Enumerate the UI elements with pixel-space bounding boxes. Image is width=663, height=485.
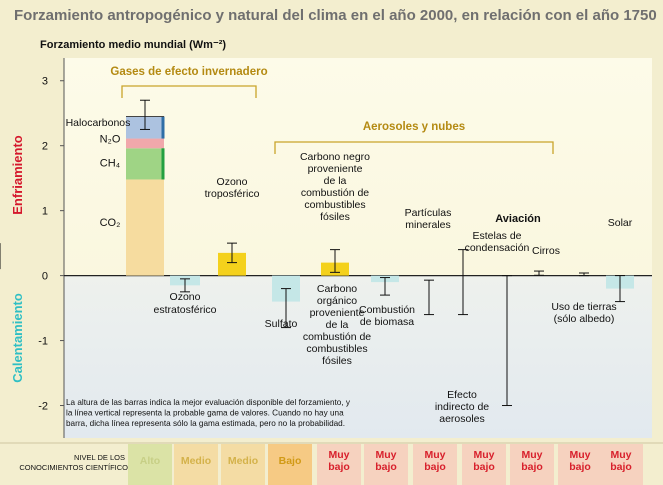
confidence-level: bajo (424, 461, 446, 473)
bar-label: Efecto (447, 389, 477, 401)
bar-label: (sólo albedo) (554, 313, 615, 325)
confidence-cell (221, 444, 265, 485)
stacked-segment-ch4 (126, 148, 164, 180)
label-halocarbons: Halocarbonos (66, 117, 131, 129)
bar-label: Estelas de (472, 230, 521, 242)
y-tick-label: 3 (42, 76, 48, 88)
bar-label: Combustión (359, 304, 415, 316)
label-co2: CO₂ (100, 217, 121, 229)
confidence-title: NIVEL DE LOS (74, 453, 125, 462)
y-tick-label: -1 (38, 336, 48, 348)
confidence-cell (462, 444, 506, 485)
confidence-cell (317, 444, 361, 485)
bar-label: proveniente (308, 163, 363, 175)
bar-label: combustibles (306, 343, 367, 355)
bar-label: proveniente (310, 307, 365, 319)
bar-label: Ozono (170, 291, 201, 303)
plot-area-negative (64, 275, 652, 438)
stacked-segment-n2o (126, 138, 164, 149)
bar-label: combustión de (303, 331, 371, 343)
y-tick-label: -2 (38, 401, 48, 413)
confidence-cell (268, 444, 312, 485)
confidence-level: Muy (611, 449, 632, 461)
bar-label: troposférico (205, 188, 260, 200)
bar-label: fósiles (322, 355, 352, 367)
y-tick-label: 0 (42, 271, 48, 283)
bar-label: Sulfato (265, 318, 298, 330)
confidence-cell (413, 444, 457, 485)
group-bracket (274, 141, 554, 154)
note-text: La altura de las barras indica la mejor … (66, 398, 351, 407)
confidence-cell (174, 444, 218, 485)
confidence-cell (128, 444, 172, 485)
bar-label: combustibles (304, 199, 365, 211)
bar-label: Cirros (532, 245, 560, 257)
bar-label: Carbono (317, 283, 357, 295)
bar-label: estratosférico (153, 304, 216, 316)
warming-label: Calentamiento (10, 293, 25, 383)
bar-label: Solar (608, 217, 633, 229)
confidence-title: CONOCIMIENTOS CIENTÍFICOS (19, 463, 133, 472)
group-label: Gases de efecto invernadero (110, 66, 267, 78)
bar-yellow (218, 252, 246, 276)
bar-label: Carbono negro (300, 151, 370, 163)
bar-label: orgánico (317, 295, 357, 307)
note-text: barra, dicha línea representa sólo la ga… (66, 419, 345, 428)
label-n2o: N₂O (100, 133, 121, 145)
confidence-level: Muy (329, 449, 350, 461)
bar-label: fósiles (320, 211, 350, 223)
page-title: Forzamiento antropogénico y natural del … (14, 7, 657, 24)
confidence-level: bajo (521, 461, 543, 473)
bar-label: Ozono (217, 176, 248, 188)
bar-label: minerales (405, 219, 451, 231)
confidence-cell (599, 444, 643, 485)
cooling-label: Enfriamiento (10, 135, 25, 215)
confidence-level: Muy (522, 449, 543, 461)
confidence-level: Muy (376, 449, 397, 461)
stacked-segment-co2 (126, 179, 164, 276)
aviation-label: Aviación (495, 213, 541, 225)
confidence-level: Muy (425, 449, 446, 461)
bar-label: Uso de tierras (551, 301, 616, 313)
confidence-cell (364, 444, 408, 485)
confidence-level: bajo (328, 461, 350, 473)
confidence-level: Bajo (279, 455, 302, 467)
confidence-level: bajo (473, 461, 495, 473)
confidence-level: bajo (375, 461, 397, 473)
group-label: Aerosoles y nubes (363, 121, 465, 133)
bar-label: aerosoles (439, 413, 485, 425)
confidence-level: bajo (569, 461, 591, 473)
bar-label: Partículas (405, 207, 452, 219)
y-tick-label: 2 (42, 141, 48, 153)
bar-label: de la (326, 319, 349, 331)
bar-label: combustión de (301, 187, 369, 199)
bar-label: de la (324, 175, 347, 187)
confidence-cell (558, 444, 602, 485)
bar-label: indirecto de (435, 401, 489, 413)
note-text: la línea vertical representa la probable… (66, 409, 344, 418)
confidence-level: bajo (610, 461, 632, 473)
confidence-level: Muy (570, 449, 591, 461)
confidence-level: Muy (474, 449, 495, 461)
bar-label: condensación (465, 242, 530, 254)
confidence-cell (510, 444, 554, 485)
confidence-level: Medio (181, 455, 211, 467)
confidence-level: Alto (140, 455, 160, 467)
label-ch4: CH₄ (100, 157, 121, 169)
confidence-level: Medio (228, 455, 258, 467)
y-axis-label: Forzamiento medio mundial (Wm⁻²) (40, 39, 226, 51)
bar-label: de biomasa (360, 316, 414, 328)
y-tick-label: 1 (42, 206, 48, 218)
group-bracket (121, 85, 257, 98)
